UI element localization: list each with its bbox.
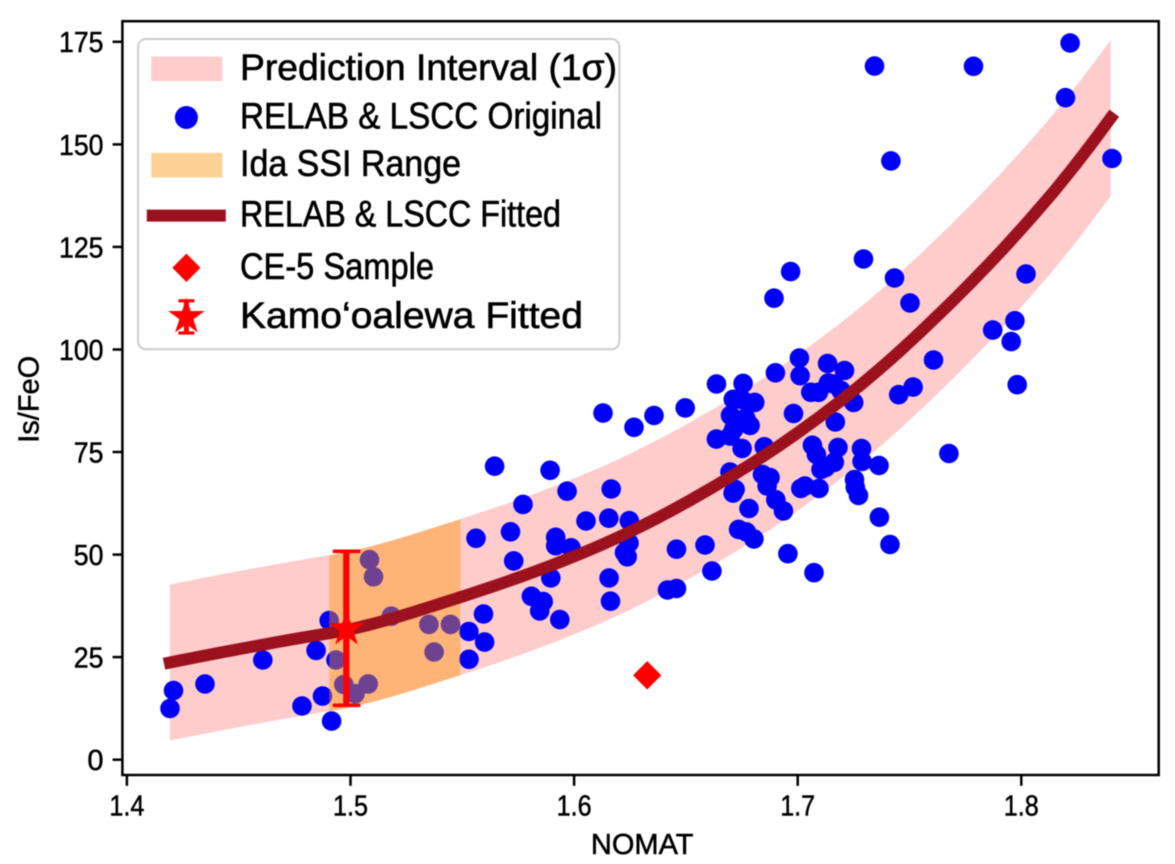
svg-text:100: 100 <box>59 335 104 367</box>
svg-text:1.8: 1.8 <box>1004 791 1039 823</box>
svg-text:Is/FeO: Is/FeO <box>14 356 46 443</box>
svg-text:50: 50 <box>74 540 104 572</box>
svg-text:RELAB & LSCC Fitted: RELAB & LSCC Fitted <box>240 194 561 235</box>
svg-text:75: 75 <box>74 437 104 469</box>
svg-text:Ida SSI Range: Ida SSI Range <box>240 143 461 184</box>
svg-text:25: 25 <box>74 643 104 675</box>
svg-text:1.5: 1.5 <box>333 791 368 823</box>
svg-text:CE-5 Sample: CE-5 Sample <box>240 246 434 287</box>
svg-text:150: 150 <box>59 130 104 162</box>
svg-text:NOMAT: NOMAT <box>591 829 694 861</box>
svg-text:175: 175 <box>59 27 104 59</box>
svg-text:Kamo‘oalewa Fitted: Kamo‘oalewa Fitted <box>240 295 583 336</box>
svg-text:1.7: 1.7 <box>780 791 815 823</box>
svg-text:1.6: 1.6 <box>557 791 592 823</box>
svg-text:RELAB & LSCC Original: RELAB & LSCC Original <box>240 96 602 137</box>
svg-text:125: 125 <box>59 232 104 264</box>
svg-text:0: 0 <box>87 745 103 777</box>
svg-text:1.4: 1.4 <box>109 791 144 823</box>
svg-text:Prediction Interval (1σ): Prediction Interval (1σ) <box>240 47 617 88</box>
